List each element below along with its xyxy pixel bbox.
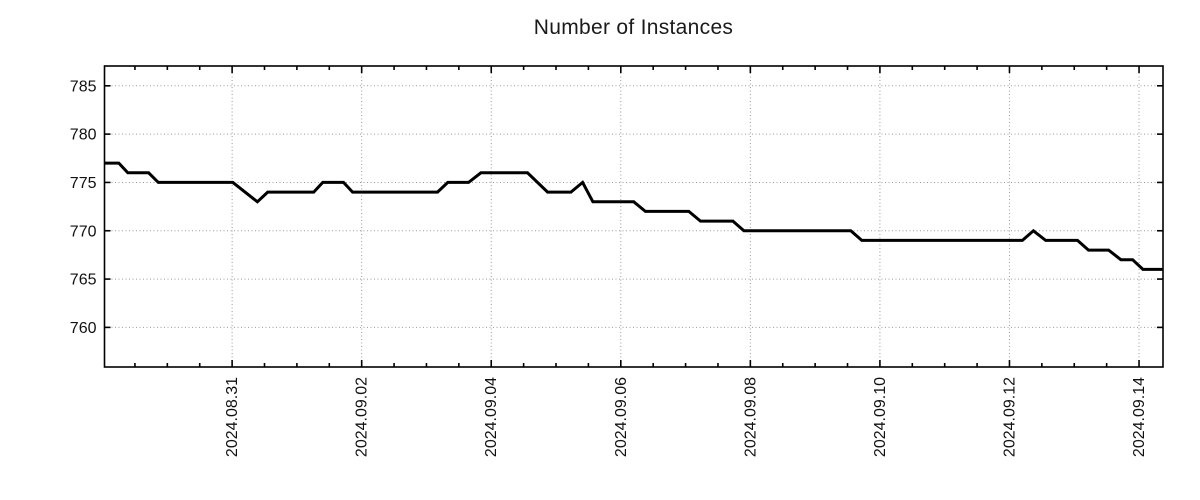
x-axis-tick-label: 2024.09.14 <box>1131 377 1148 457</box>
y-axis-tick-label: 775 <box>70 175 97 192</box>
x-axis-tick-label: 2024.09.04 <box>483 377 500 457</box>
y-axis-tick-label: 760 <box>70 320 97 337</box>
x-axis-tick-label: 2024.09.10 <box>872 377 889 457</box>
chart-title: Number of Instances <box>533 16 734 39</box>
series-line-instances <box>104 161 1163 271</box>
x-axis-tick-label: 2024.09.06 <box>613 377 630 457</box>
x-axis-tick-label: 2024.09.12 <box>1001 377 1018 457</box>
y-axis-tick-label: 770 <box>70 223 97 240</box>
y-axis-tick-label: 780 <box>70 127 97 144</box>
x-axis-tick-label: 2024.08.31 <box>224 377 241 457</box>
y-axis-tick-label: 785 <box>70 78 97 95</box>
y-axis-tick-label: 765 <box>70 272 97 289</box>
x-axis-tick-label: 2024.09.02 <box>354 377 371 457</box>
x-axis-tick-label: 2024.09.08 <box>742 377 759 457</box>
plot-frame <box>103 65 1164 368</box>
